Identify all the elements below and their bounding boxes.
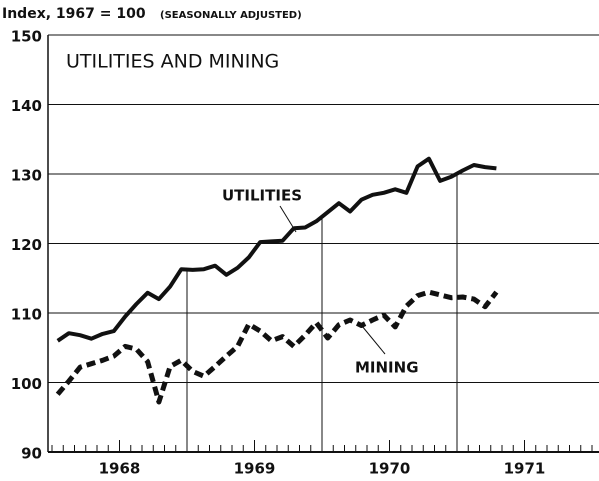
y-tick-label: 120 [11,236,42,254]
x-tick-label: 1968 [99,460,141,478]
chart-title: UTILITIES AND MINING [66,51,279,73]
subtitle: (SEASONALLY ADJUSTED) [160,10,302,21]
x-tick-label: 1970 [369,460,411,478]
y-axis-label: Index, 1967 = 100 [2,6,146,22]
series-line [56,156,497,343]
utilities-annotation: UTILITIES [222,187,302,205]
y-tick-label: 90 [21,445,42,463]
title-box [56,44,306,82]
series-line [55,289,499,405]
x-tick-label: 1969 [234,460,276,478]
y-tick-label: 100 [11,375,42,393]
annotation-arrow [361,325,386,355]
y-tick-label: 140 [11,97,42,115]
y-tick-label: 110 [11,306,42,324]
y-tick-label: 130 [11,167,42,185]
y-tick-label: 150 [11,28,42,46]
x-tick-label: 1971 [504,460,546,478]
mining-annotation: MINING [355,359,419,377]
